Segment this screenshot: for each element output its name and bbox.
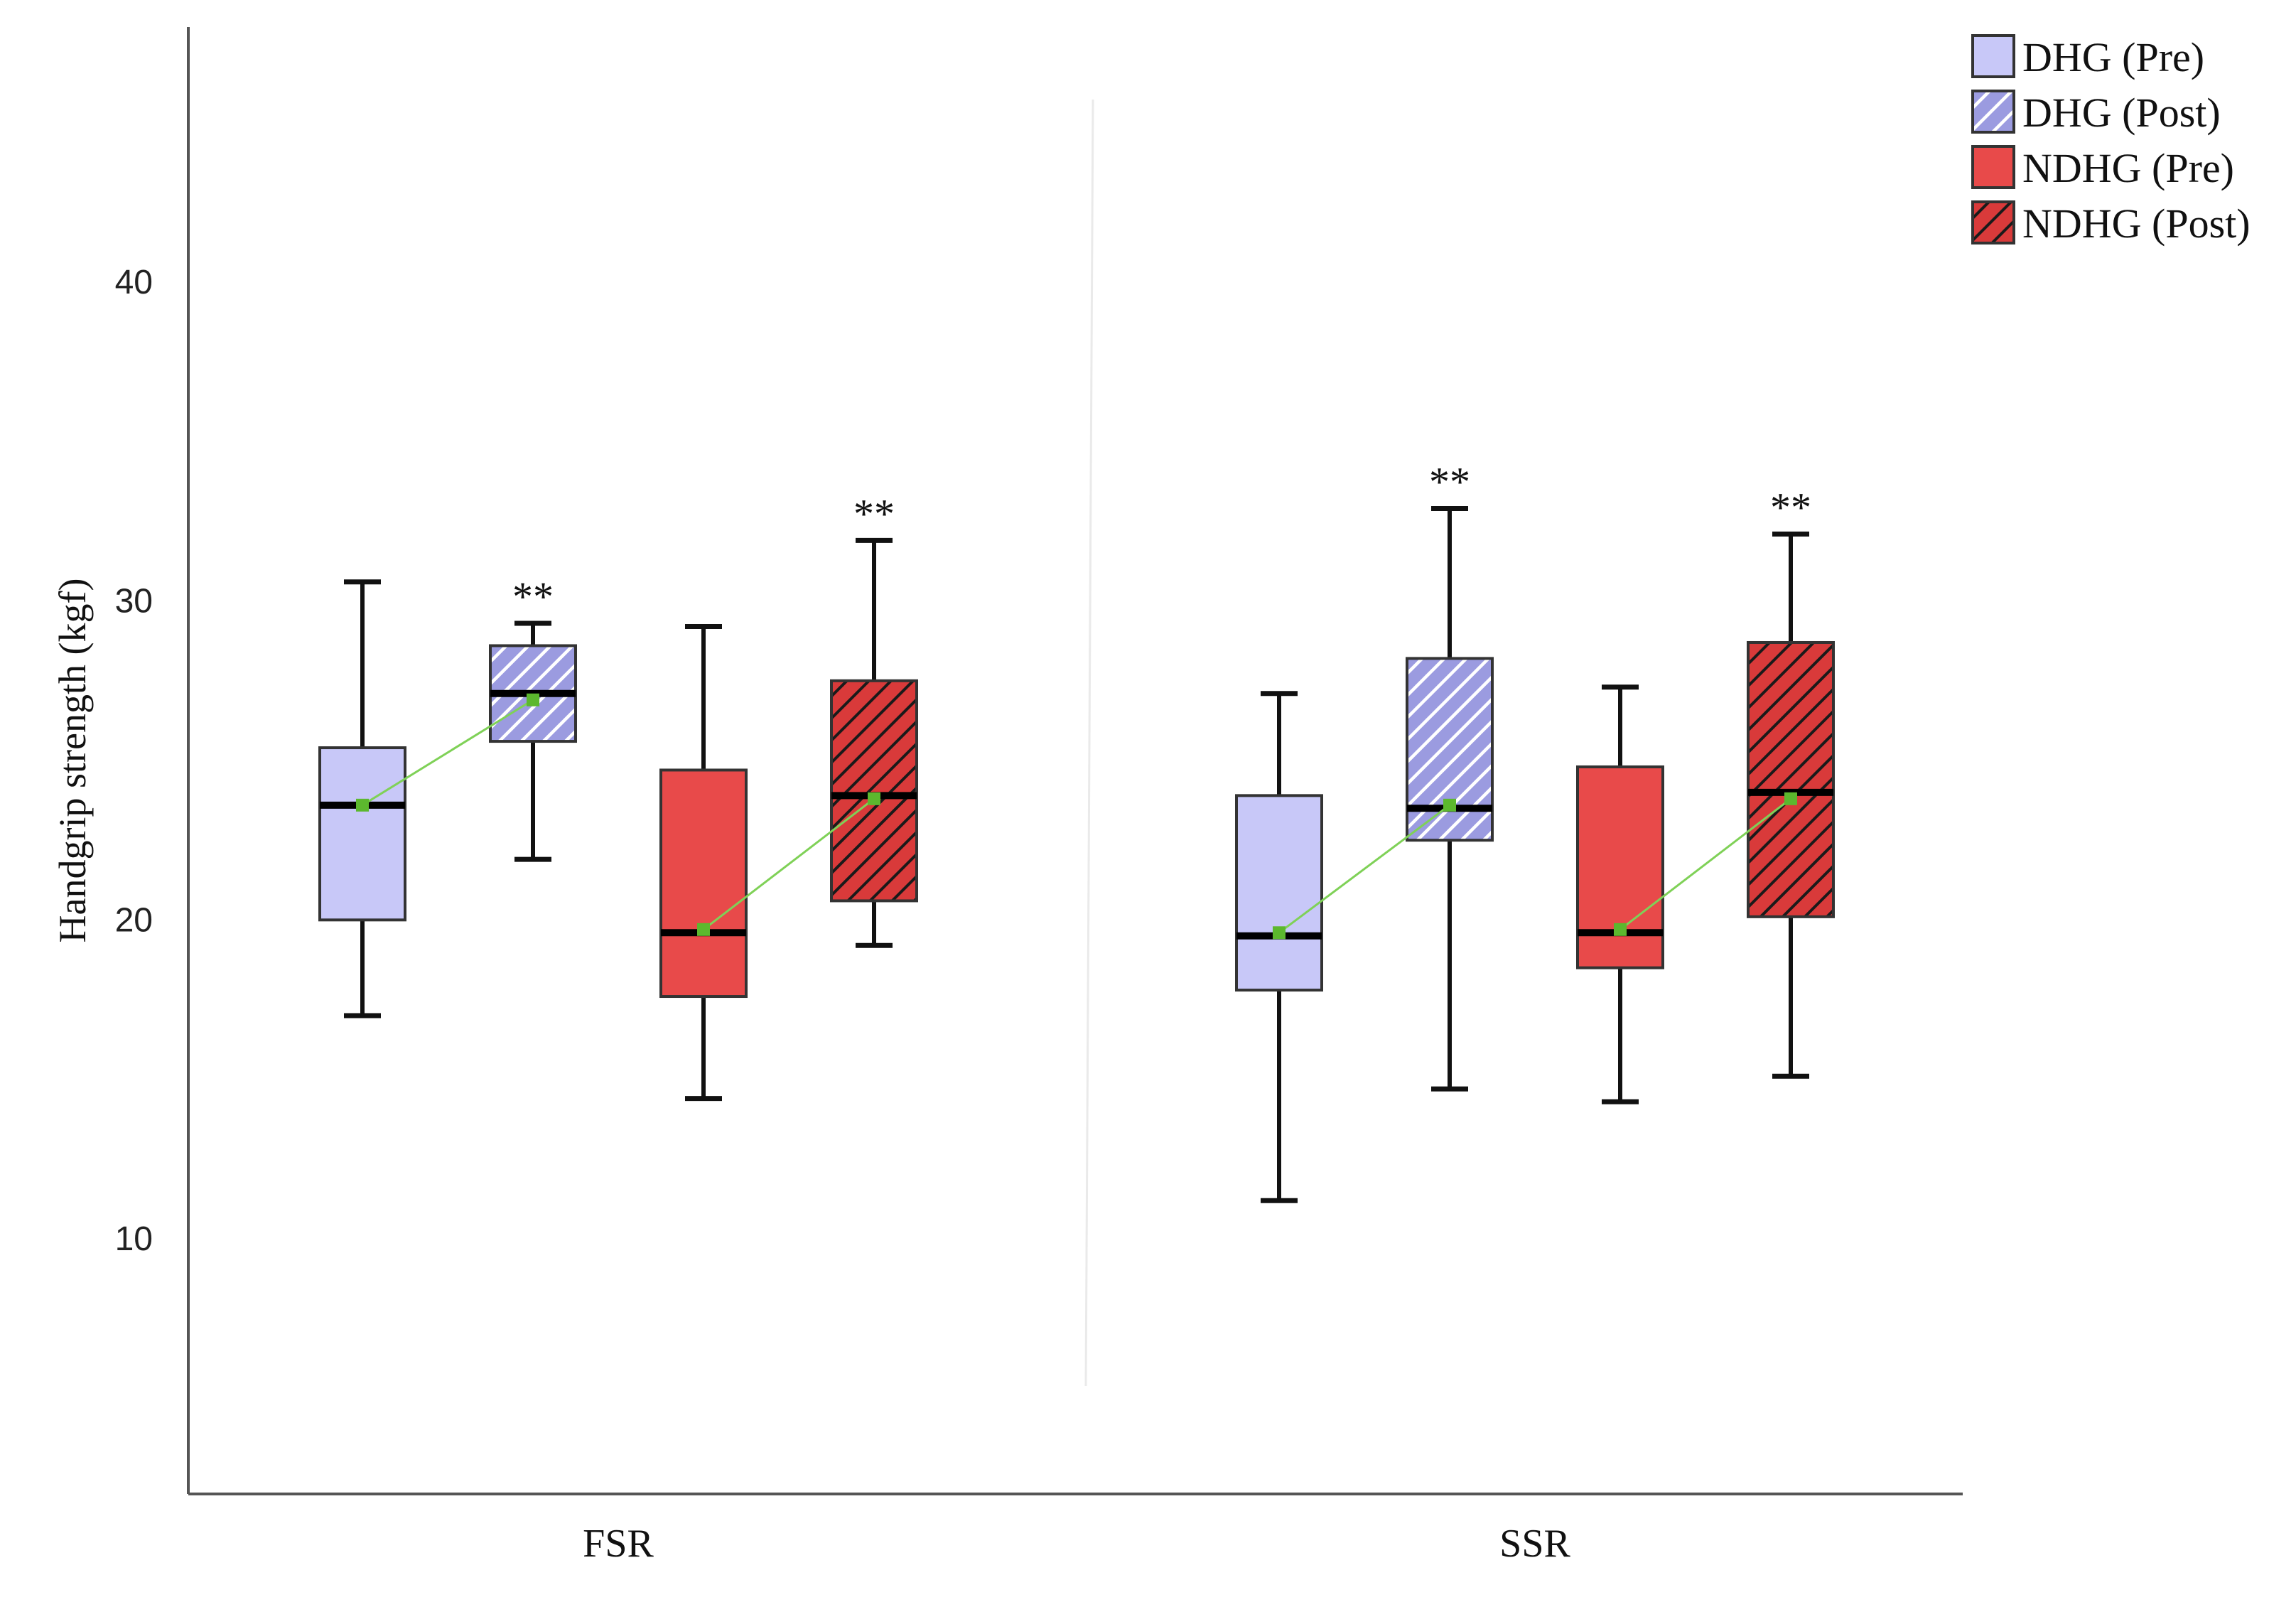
box-iqr [1747,640,1835,918]
mean-marker [697,923,710,936]
legend-swatch-dhg-post [1971,90,2015,134]
legend-label-ndhg-pre: NDHG (Pre) [2022,145,2234,191]
box-fsr-dhg-pre [318,579,406,1018]
box-iqr [318,746,406,922]
mean-marker [1784,792,1797,805]
legend-label-dhg-pre: DHG (Pre) [2022,34,2204,80]
mean-connector-line [1619,797,1791,930]
box-ssr-ndhg-pre [1576,684,1664,1104]
category-label-ssr: SSR [1499,1522,1570,1566]
box-iqr [1406,657,1494,842]
y-tick-labels: 10 20 30 40 [115,264,153,1258]
box-iqr [659,768,748,999]
mean-marker [1273,926,1286,940]
box-ssr-ndhg-post [1747,531,1835,1079]
significance-marker: ** [1770,484,1811,530]
category-label-fsr: FSR [583,1522,654,1566]
mean-connector-line [362,699,534,807]
significance-marker: ** [1429,459,1470,505]
mean-marker [1443,798,1456,812]
box-iqr [830,679,918,903]
significance-marker: ** [853,490,895,537]
box-fsr-dhg-post [489,620,577,862]
mean-marker [868,792,880,805]
significance-marker: ** [512,574,554,620]
mean-connector-line [703,797,875,930]
legend-label-ndhg-post: NDHG (Post) [2022,200,2251,247]
y-tick-label-30: 30 [115,583,153,620]
legend-swatch-dhg-pre [1971,34,2015,78]
y-tick-label-40: 40 [115,264,153,301]
y-tick-label-10: 10 [115,1220,153,1258]
legend-label-dhg-post: DHG (Post) [2022,90,2221,136]
box-ssr-dhg-pre [1235,691,1323,1203]
y-tick-label-20: 20 [115,901,153,939]
plot-area: ** ** ** ** [318,459,1835,1203]
mean-marker [1614,923,1627,936]
box-iqr [1235,794,1323,992]
category-divider [1084,99,1094,1387]
box-iqr [1576,765,1664,969]
mean-marker [527,693,539,706]
legend: DHG (Pre) DHG (Post) NDHG (Pre) NDHG (Po… [1971,34,2251,247]
legend-swatch-ndhg-pre [1971,145,2015,189]
mean-connector-line [1278,804,1450,934]
box-fsr-ndhg-post [830,537,918,948]
box-fsr-ndhg-pre [659,624,748,1102]
box-ssr-dhg-post [1406,506,1494,1092]
y-axis-label: Handgrip strength (kgf) [51,579,94,943]
mean-marker [356,798,369,812]
legend-swatch-ndhg-post [1971,200,2015,244]
